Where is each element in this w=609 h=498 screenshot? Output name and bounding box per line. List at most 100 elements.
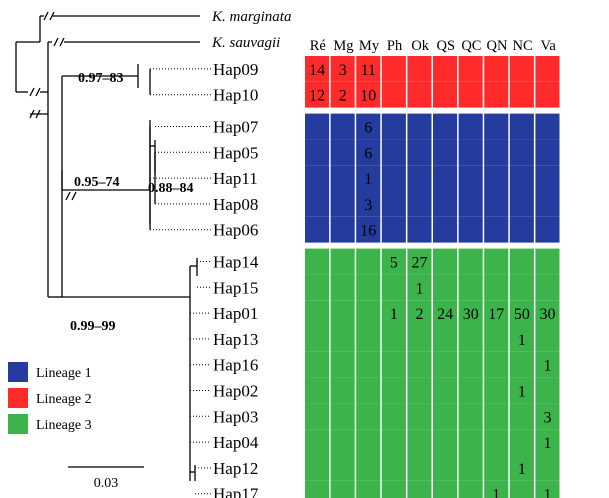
table-cell-count: 3: [364, 197, 372, 214]
table-cell: [407, 165, 432, 191]
table-cell: [509, 403, 534, 430]
support-value-lineage2: 0.97–83: [78, 71, 124, 86]
table-cell: [535, 326, 560, 352]
table-cell: [356, 56, 381, 82]
table-cell: [356, 455, 381, 481]
table-cell: [484, 403, 509, 430]
table-cell: [356, 81, 381, 108]
table-cell: [407, 81, 432, 108]
table-cell: [509, 480, 534, 498]
table-cell: [330, 248, 355, 275]
haplotype-label: Hap14: [213, 253, 259, 272]
table-cell: [305, 139, 330, 166]
table-cell: [356, 274, 381, 301]
table-cell: [305, 216, 330, 243]
table-cell-count: 1: [518, 384, 526, 401]
species-label-marginata: K. marginata: [211, 9, 291, 25]
table-cell: [381, 403, 406, 430]
table-cell: [458, 326, 483, 352]
haplotype-label: Hap12: [213, 459, 258, 478]
table-cell: [305, 351, 330, 378]
table-cell: [330, 455, 355, 481]
table-cell: [458, 248, 483, 275]
table-cell: [305, 56, 330, 82]
table-cell: [356, 113, 381, 140]
table-cell: [407, 191, 432, 217]
haplotype-label: Hap10: [213, 86, 258, 105]
table-cell: [305, 326, 330, 352]
table-cell: [509, 191, 534, 217]
column-header: QC: [461, 38, 481, 54]
table-cell: [433, 165, 458, 191]
haplotype-label: Hap11: [213, 169, 258, 188]
table-cell: [433, 326, 458, 352]
table-cell: [330, 274, 355, 301]
table-cell-count: 1: [492, 487, 500, 498]
table-cell: [407, 377, 432, 404]
table-cell: [356, 480, 381, 498]
table-cell: [407, 351, 432, 378]
table-cell: [381, 351, 406, 378]
table-cell: [458, 139, 483, 166]
haplotype-label: Hap03: [213, 407, 258, 426]
haplotype-label: Hap04: [213, 433, 259, 452]
column-header: QS: [437, 38, 456, 54]
table-cell: [330, 139, 355, 166]
table-cell: [407, 274, 432, 301]
haplotype-label: Hap17: [213, 485, 259, 498]
table-cell: [433, 248, 458, 275]
table-cell: [407, 403, 432, 430]
haplotype-label: Hap09: [213, 60, 258, 79]
table-cell: [381, 429, 406, 455]
table-cell-count: 17: [488, 306, 504, 323]
table-cell: [433, 429, 458, 455]
table-cell-count: 1: [416, 280, 424, 297]
table-cell: [433, 191, 458, 217]
table-cell: [356, 248, 381, 275]
table-cell-count: 1: [518, 461, 526, 478]
haplotype-label: Hap13: [213, 330, 258, 349]
lineage-legend: Lineage 1 Lineage 2 Lineage 3: [8, 362, 92, 434]
table-cell: [381, 113, 406, 140]
table-cell: [484, 455, 509, 481]
table-cell: [509, 377, 534, 404]
table-cell: [535, 274, 560, 301]
table-cell-count: 3: [339, 62, 347, 79]
table-cell: [509, 56, 534, 82]
table-cell: [484, 326, 509, 352]
table-cell: [433, 216, 458, 243]
table-cell: [458, 81, 483, 108]
table-cell: [458, 216, 483, 243]
table-cell-count: 12: [309, 88, 325, 105]
table-cell: [509, 165, 534, 191]
table-cell: [381, 165, 406, 191]
table-cell: [305, 377, 330, 404]
table-cell: [381, 216, 406, 243]
table-cell: [330, 403, 355, 430]
table-cell: [458, 113, 483, 140]
table-cell: [433, 377, 458, 404]
column-headers: Ré Mg My Ph Ok QS QC QN NC Va: [310, 38, 557, 54]
table-cell: [407, 480, 432, 498]
table-cell: [535, 403, 560, 430]
terminal-branches: [149, 68, 211, 495]
column-header: Mg: [333, 38, 353, 54]
table-cell: [509, 455, 534, 481]
table-cell: [484, 81, 509, 108]
scale-bar: 0.03: [68, 466, 144, 491]
table-cell: [330, 377, 355, 404]
table-cell: [381, 191, 406, 217]
table-cell: [356, 429, 381, 455]
table-cell: [433, 81, 458, 108]
support-value-lineage3: 0.99–99: [70, 319, 116, 334]
table-cell: [407, 216, 432, 243]
table-cell-count: 50: [514, 306, 530, 323]
table-cell: [356, 403, 381, 430]
table-cell: [458, 300, 483, 326]
table-cell: [433, 300, 458, 326]
table-cell: [484, 216, 509, 243]
table-cell: [433, 351, 458, 378]
table-cell: [433, 113, 458, 140]
table-cell-count: 1: [544, 435, 552, 452]
table-cell: [305, 403, 330, 430]
